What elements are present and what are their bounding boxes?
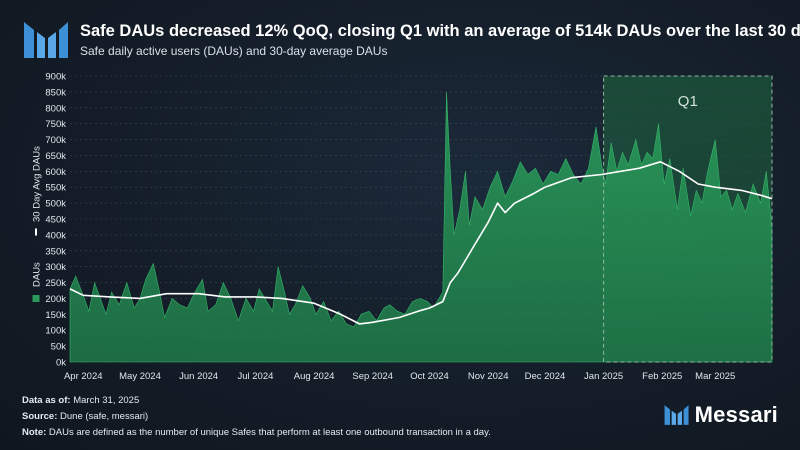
series-dau-area: [69, 91, 773, 363]
y-tick-label: 850k: [45, 87, 66, 98]
q1-highlight-border: [603, 75, 773, 363]
footer-note: Note: DAUs are defined as the number of …: [22, 427, 491, 438]
messari-brand-icon: [664, 405, 689, 425]
x-tick-label: Apr 2024: [64, 371, 103, 382]
y-tick-label: 350k: [45, 246, 66, 257]
messari-logo-icon: [24, 22, 68, 58]
x-tick-label: Sep 2024: [352, 371, 393, 382]
x-tick-label: May 2024: [119, 371, 161, 382]
y-tick-label: 450k: [45, 215, 66, 226]
x-tick-label: Jan 2025: [584, 371, 623, 382]
x-tick-label: Jul 2024: [237, 371, 273, 382]
q1-highlight-label: Q1: [678, 93, 698, 110]
legend-avg-label: 30 Day Avg DAUs: [32, 146, 43, 222]
x-tick-label: Feb 2025: [642, 371, 682, 382]
chart-subtitle: Safe daily active users (DAUs) and 30-da…: [80, 44, 388, 58]
y-tick-label: 500k: [45, 199, 66, 210]
x-tick-label: Jun 2024: [179, 371, 218, 382]
x-tick-label: Oct 2024: [410, 371, 449, 382]
y-tick-label: 300k: [45, 262, 66, 273]
chart-title: Safe DAUs decreased 12% QoQ, closing Q1 …: [80, 22, 800, 40]
y-tick-label: 750k: [45, 119, 66, 130]
y-tick-label: 150k: [45, 310, 66, 321]
y-tick-label: 200k: [45, 294, 66, 305]
y-tick-label: 900k: [45, 72, 66, 83]
y-tick-label: 650k: [45, 151, 66, 162]
x-tick-label: Nov 2024: [468, 371, 509, 382]
x-tick-label: Mar 2025: [695, 371, 735, 382]
legend-dau-marker: [32, 295, 40, 302]
x-tick-label: Aug 2024: [294, 371, 335, 382]
y-tick-label: 100k: [45, 326, 66, 337]
y-tick-label: 800k: [45, 103, 66, 114]
legend-dau-label: DAUs: [32, 262, 43, 287]
y-tick-label: 550k: [45, 183, 66, 194]
y-tick-label: 600k: [45, 167, 66, 178]
y-tick-label: 0k: [56, 358, 66, 369]
footer-source: Source: Dune (safe, messari): [22, 411, 149, 422]
x-tick-label: Dec 2024: [525, 371, 566, 382]
y-tick-label: 700k: [45, 135, 66, 146]
brand-name: Messari: [694, 402, 778, 427]
brand-messari: Messari: [663, 402, 778, 428]
footer-data-as-of: Data as of: March 31, 2025: [22, 395, 140, 406]
y-tick-label: 400k: [45, 230, 66, 241]
y-tick-label: 50k: [51, 342, 67, 353]
y-tick-label: 250k: [45, 278, 66, 289]
series-30d-avg-line: [69, 161, 773, 325]
